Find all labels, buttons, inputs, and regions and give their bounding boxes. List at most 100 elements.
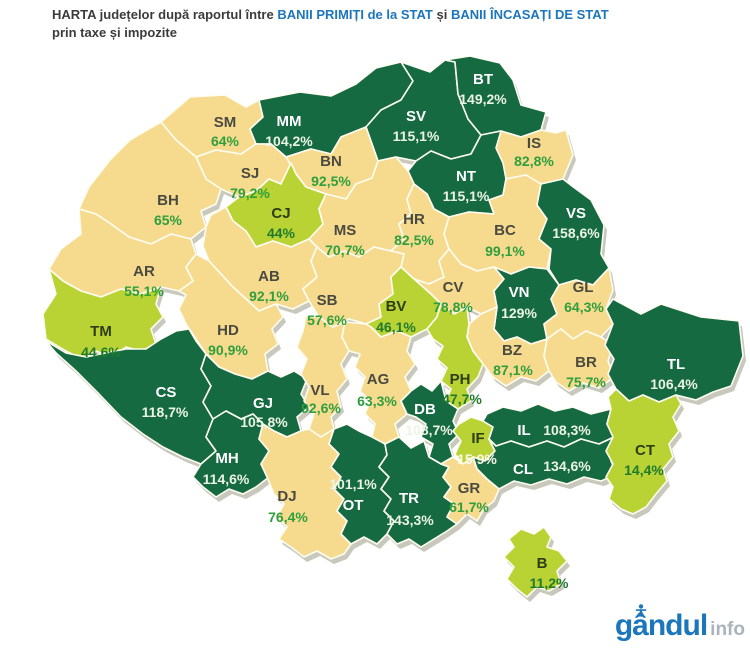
county-MH-shape (192, 410, 270, 498)
county-MS-value: 70,7% (325, 242, 365, 258)
county-IF-value: 15,9% (457, 451, 497, 467)
county-AR-code: AR (133, 263, 155, 280)
county-PH-code: PH (450, 371, 471, 388)
county-PH-value: 47,7% (442, 391, 482, 407)
infographic-title: HARTA județelor după raportul între BANI… (52, 6, 702, 42)
county-SV-value: 115,1% (393, 128, 440, 144)
county-TR-value: 143,3% (386, 512, 434, 528)
county-CJ-code: CJ (271, 205, 290, 222)
county-SM-code: SM (214, 114, 237, 131)
county-BH-code: BH (157, 192, 179, 209)
county-HR-code: HR (403, 211, 425, 228)
county-CT-code: CT (635, 442, 655, 459)
logo-name-text: gândul (614, 609, 708, 642)
county-MS-code: MS (334, 222, 357, 239)
county-BR-code: BR (575, 354, 597, 371)
county-BN-code: BN (320, 153, 342, 170)
county-IL-code: IL (517, 422, 530, 439)
logo-suffix: info (710, 619, 745, 640)
county-B-shape (503, 526, 568, 598)
county-TL-code: TL (667, 356, 685, 373)
county-BZ-value: 87,1% (493, 362, 533, 378)
county-B-code: B (537, 555, 548, 572)
title-line-1: HARTA județelor după raportul între BANI… (52, 6, 702, 24)
county-AG-code: AG (367, 371, 390, 388)
county-VL-value: 92,6% (301, 400, 341, 416)
county-HD-value: 90,9% (208, 342, 248, 358)
county-VL-code: VL (310, 382, 329, 399)
county-CV-code: CV (443, 279, 464, 296)
title-part-2: și (432, 7, 451, 22)
county-SJ-value: 79,2% (230, 185, 270, 201)
county-BT-value: 149,2% (459, 91, 507, 107)
county-BV-value: 46,1% (376, 319, 416, 335)
county-PH-shape (426, 303, 484, 410)
county-MM-value: 104,2% (265, 133, 313, 149)
county-SV-code: SV (406, 108, 426, 125)
county-VN-value: 129% (501, 305, 537, 321)
county-CL-code: CL (513, 461, 533, 478)
county-VL-shape (296, 315, 350, 438)
logo-wordmark: gândul (614, 604, 708, 642)
county-CJ-value: 44% (267, 225, 296, 241)
title-highlight-2: BANII ÎNCASAȚI DE STAT (450, 7, 609, 22)
county-IS-value: 82,8% (514, 153, 554, 169)
county-OT-code: OT (343, 497, 364, 514)
county-BH-value: 65% (154, 212, 183, 228)
title-part-1: HARTA județelor după raportul între (52, 7, 278, 22)
county-TL-value: 106,4% (650, 376, 698, 392)
logo-person-icon (635, 604, 647, 617)
county-SB-code: SB (317, 292, 338, 309)
county-AG-shape (341, 321, 416, 445)
title-line-2: prin taxe și impozite (52, 24, 177, 40)
county-IF-code: IF (471, 430, 484, 447)
county-CS-value: 118,7% (142, 404, 189, 420)
county-TM-code: TM (90, 323, 112, 340)
county-GL-code: GL (573, 279, 594, 296)
county-VS-code: VS (566, 205, 586, 222)
county-CL-value: 134,6% (543, 458, 591, 474)
county-SB-value: 57,6% (307, 312, 347, 328)
county-DB-value: 108,7% (405, 422, 453, 438)
county-NT-value: 115,1% (443, 188, 490, 204)
county-GL-value: 64,3% (564, 299, 604, 315)
county-CV-value: 78,8% (433, 299, 473, 315)
county-AG-value: 63,3% (357, 393, 397, 409)
county-HR-value: 82,5% (394, 232, 434, 248)
county-GR-value: 61,7% (449, 499, 489, 515)
county-BC-value: 99,1% (485, 243, 525, 259)
county-OT-value: 101,1% (329, 476, 377, 492)
county-SM-value: 64% (211, 133, 240, 149)
county-BT-code: BT (473, 71, 493, 88)
county-AR-value: 55,1% (124, 283, 164, 299)
county-VS-value: 158,6% (552, 225, 600, 241)
county-AB-code: AB (258, 268, 280, 285)
county-TM-value: 44,6% (81, 344, 121, 360)
county-GJ-value: 105,8% (240, 414, 288, 430)
county-GJ-code: GJ (253, 395, 273, 412)
county-BN-value: 92,5% (311, 173, 351, 189)
county-IL-value: 108,3% (543, 422, 591, 438)
county-MH-value: 114,6% (203, 471, 250, 487)
county-BV-code: BV (386, 298, 407, 315)
county-BZ-code: BZ (502, 342, 522, 359)
county-CT-shape (605, 388, 682, 515)
county-DJ-code: DJ (277, 488, 296, 505)
county-HD-code: HD (217, 322, 239, 339)
county-GR-code: GR (458, 480, 481, 497)
county-TR-shape (378, 436, 458, 548)
county-shapes-layer (42, 55, 744, 598)
county-BC-code: BC (494, 222, 516, 239)
county-CS-code: CS (156, 384, 177, 401)
county-DB-code: DB (414, 401, 436, 418)
county-BR-value: 75,7% (566, 374, 606, 390)
county-GR-shape (440, 456, 500, 525)
county-B-value: 11,2% (530, 575, 569, 591)
county-CT-value: 14,4% (624, 462, 664, 478)
county-NT-code: NT (456, 168, 476, 185)
gandul-logo: gândul info (614, 604, 745, 642)
county-MH-code: MH (215, 450, 238, 467)
county-TR-code: TR (399, 490, 419, 507)
